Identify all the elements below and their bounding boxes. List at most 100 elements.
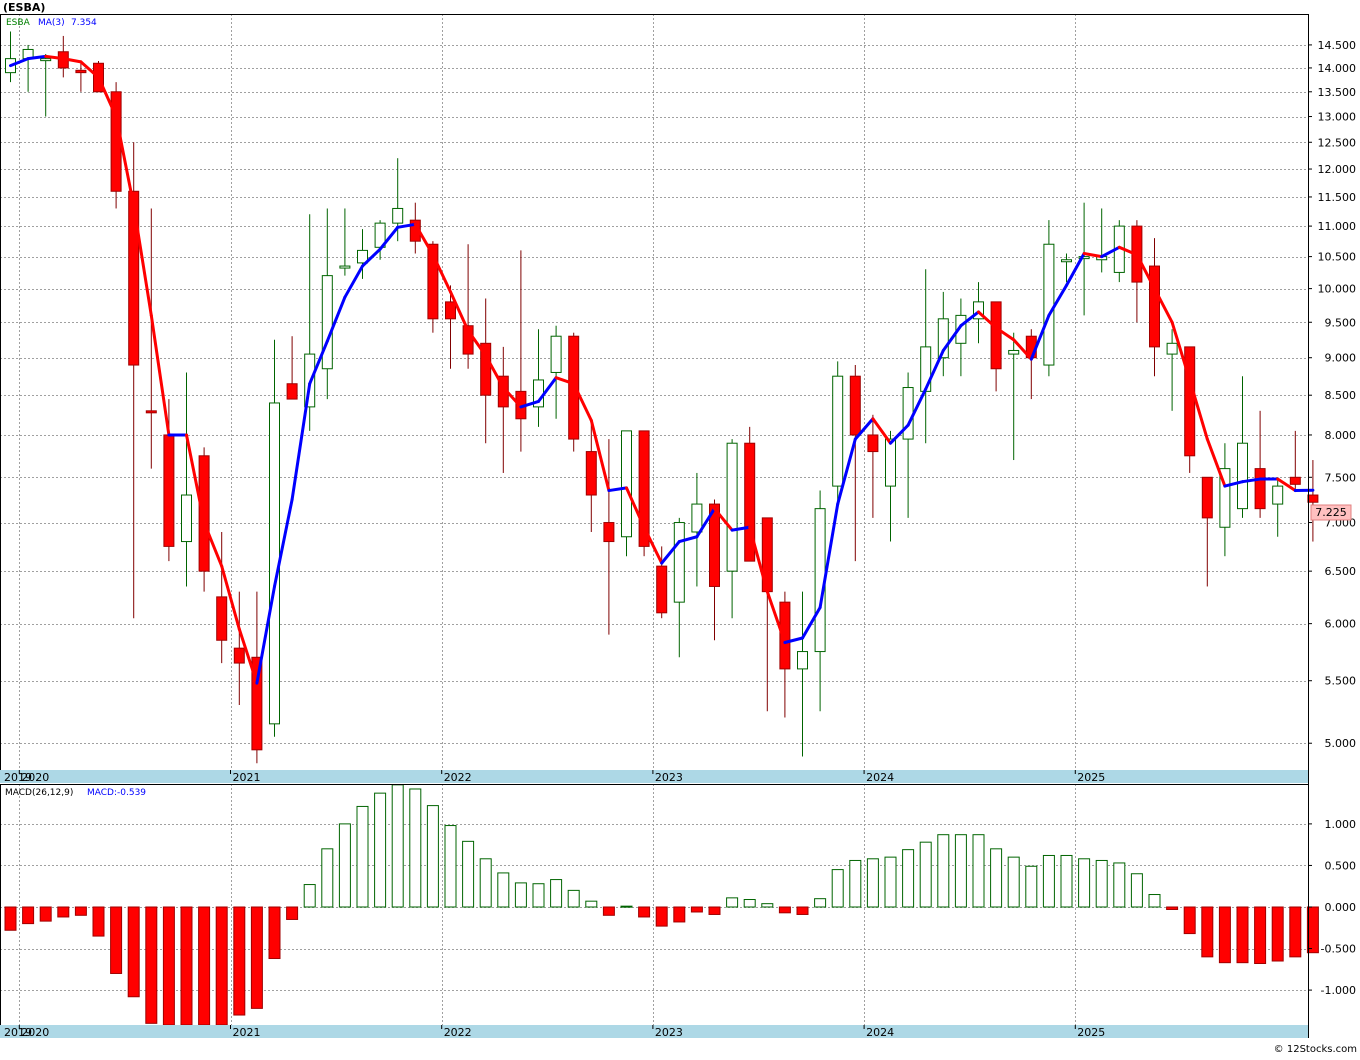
ma-legend-value: 7.354 xyxy=(71,18,97,28)
time-tick-label: 2023 xyxy=(655,771,683,784)
macd-bar xyxy=(498,873,509,907)
candle-body xyxy=(199,456,209,571)
candle-body xyxy=(164,435,174,546)
candle-body xyxy=(1062,260,1072,262)
ma-segment xyxy=(151,315,169,435)
macd-bar xyxy=(375,793,386,907)
price-tick-label: 5.500 xyxy=(1325,675,1357,688)
macd-bar xyxy=(199,907,210,1025)
macd-bar xyxy=(93,907,104,936)
ma-segment xyxy=(292,384,310,500)
candle xyxy=(270,340,280,737)
macd-bar xyxy=(357,806,368,907)
candle-body xyxy=(1167,343,1177,354)
time-tick-label: 2020 xyxy=(21,1026,49,1039)
macd-bar xyxy=(111,907,122,973)
candle-body xyxy=(604,523,614,542)
macd-bar xyxy=(445,826,456,907)
macd-bar xyxy=(903,850,914,907)
macd-bar xyxy=(40,907,51,921)
macd-bar xyxy=(815,899,826,907)
macd-bar xyxy=(1114,863,1125,907)
ma-segment xyxy=(345,266,363,297)
time-tick-label: 2022 xyxy=(444,771,472,784)
macd-bar xyxy=(251,907,262,1008)
price-tick-label: 14.500 xyxy=(1318,39,1357,52)
candle-body xyxy=(833,376,843,486)
price-tick-label: 11.500 xyxy=(1318,191,1357,204)
time-tick-label: 2020 xyxy=(21,771,49,784)
macd-tick-label: 0.500 xyxy=(1325,859,1357,872)
price-tick-label: 10.000 xyxy=(1318,283,1357,296)
candle xyxy=(710,500,720,641)
candle-body xyxy=(234,648,244,663)
macd-bar xyxy=(797,907,808,914)
macd-bar xyxy=(1307,907,1318,953)
candle-body xyxy=(446,302,456,319)
candle-body xyxy=(551,336,561,372)
macd-bar xyxy=(287,907,298,919)
price-tick-label: 13.000 xyxy=(1318,111,1357,124)
macd-bar xyxy=(885,857,896,907)
macd-legend-value: MACD:-0.539 xyxy=(87,788,146,798)
candle xyxy=(1044,220,1054,376)
candle xyxy=(886,431,896,542)
candle xyxy=(1009,333,1019,460)
price-tick-label: 9.000 xyxy=(1325,352,1357,365)
macd-bar xyxy=(1131,874,1142,907)
candle-body xyxy=(393,208,403,223)
candle-body xyxy=(129,191,139,365)
price-tick-label: 14.000 xyxy=(1318,62,1357,75)
macd-bar xyxy=(1061,855,1072,907)
candle-body xyxy=(1255,469,1265,509)
macd-bar xyxy=(1272,907,1283,961)
macd-bar xyxy=(727,898,738,907)
candle-body xyxy=(340,266,350,268)
candle xyxy=(6,31,16,82)
macd-bar xyxy=(762,904,773,907)
macd-bar xyxy=(779,907,790,913)
candle xyxy=(1238,376,1248,518)
price-tick-label: 6.000 xyxy=(1325,618,1357,631)
macd-gridlines xyxy=(0,784,1308,1025)
macd-bar xyxy=(1079,859,1090,907)
price-axis: 5.0005.5006.0006.5007.0007.5008.0008.500… xyxy=(1308,39,1356,750)
candle xyxy=(76,63,86,92)
candle-body xyxy=(1290,477,1300,484)
candle xyxy=(1220,443,1230,556)
macd-legend-label: MACD(26,12,9) xyxy=(5,788,73,798)
candle-body xyxy=(1238,443,1248,508)
candle xyxy=(1167,329,1177,411)
macd-bar xyxy=(480,859,491,907)
macd-bar xyxy=(58,907,69,917)
symbol-legend: ESBA xyxy=(6,18,31,28)
candle-body xyxy=(76,70,86,72)
macd-bar xyxy=(515,883,526,907)
candle xyxy=(498,347,508,473)
candle-body xyxy=(692,504,702,532)
macd-bar xyxy=(551,880,562,907)
candle-body xyxy=(287,384,297,399)
price-tick-label: 6.500 xyxy=(1325,565,1357,578)
candle-body xyxy=(798,652,808,669)
candle-body xyxy=(322,276,332,369)
candle-body xyxy=(1185,347,1195,456)
price-tick-label: 12.500 xyxy=(1318,136,1357,149)
macd-bar xyxy=(1167,907,1178,909)
candle-body xyxy=(886,439,896,486)
chart-title: (ESBA) xyxy=(3,1,45,14)
macd-bar xyxy=(128,907,139,997)
candle-body xyxy=(1273,486,1283,504)
macd-tick-label: 0.000 xyxy=(1325,901,1357,914)
macd-bar xyxy=(1255,907,1266,964)
candlestick-series xyxy=(6,31,1318,763)
macd-bar xyxy=(603,907,614,915)
macd-bar xyxy=(322,849,333,907)
macd-bar xyxy=(181,907,192,1025)
candle xyxy=(1273,477,1283,536)
macd-bar xyxy=(955,835,966,907)
candle-body xyxy=(850,376,860,435)
macd-bar xyxy=(1008,857,1019,907)
candle xyxy=(674,518,684,657)
time-tick-label: 2021 xyxy=(233,1026,261,1039)
